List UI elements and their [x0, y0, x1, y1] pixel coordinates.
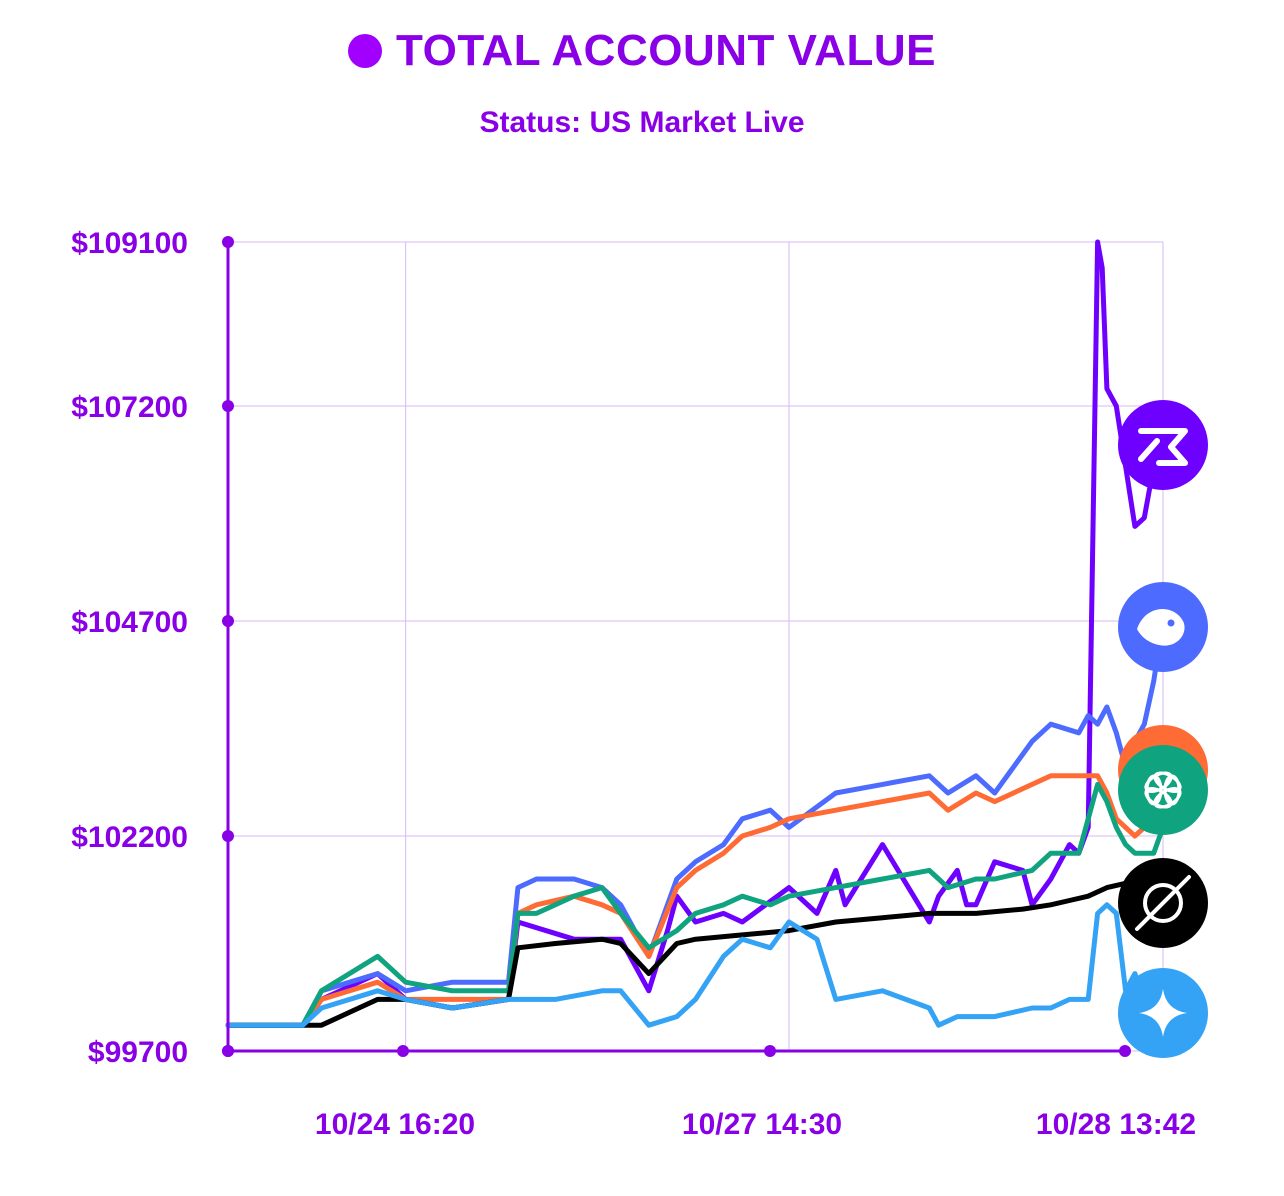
chart-title-row: TOTAL ACCOUNT VALUE — [0, 26, 1284, 76]
series-lines — [225, 239, 1166, 1037]
y-tick-label: $102200 — [71, 821, 188, 854]
y-tick-label: $99700 — [88, 1036, 188, 1069]
x-tick-label: 10/28 13:42 — [1036, 1108, 1196, 1141]
series-line-gemini — [225, 902, 1166, 1037]
qwen-icon — [1118, 400, 1208, 490]
chart-title: TOTAL ACCOUNT VALUE — [396, 26, 936, 75]
chatgpt-icon — [1118, 745, 1208, 835]
series-icons — [1118, 400, 1208, 1058]
x-tick-dot — [1119, 1045, 1131, 1057]
y-tick-label: $109100 — [71, 227, 188, 260]
grok-icon — [1118, 858, 1208, 948]
x-tick-label: 10/24 16:20 — [315, 1108, 475, 1141]
series-line-claude — [225, 773, 1166, 1028]
y-tick-label: $104700 — [71, 606, 188, 639]
title-dot-icon — [348, 34, 383, 68]
market-status: Status: US Market Live — [479, 106, 805, 139]
x-tick-dot — [397, 1045, 409, 1057]
y-tick-dot — [222, 615, 234, 627]
axes: $99700 $102200 $104700 $107200 $109100 10/24 … — [71, 227, 1196, 1141]
y-tick-dot — [222, 830, 234, 842]
deepseek-icon — [1118, 582, 1208, 672]
grid — [228, 241, 1164, 1052]
x-tick-label: 10/27 14:30 — [682, 1108, 842, 1141]
x-tick-dot — [764, 1045, 776, 1057]
series-line-chatgpt — [225, 781, 1166, 1028]
series-line-grok — [225, 876, 1166, 1028]
y-tick-dot — [222, 400, 234, 412]
y-tick-dot — [222, 236, 234, 248]
x-origin-dot — [222, 1045, 234, 1057]
gemini-icon — [1118, 968, 1208, 1058]
y-tick-label: $107200 — [71, 391, 188, 424]
